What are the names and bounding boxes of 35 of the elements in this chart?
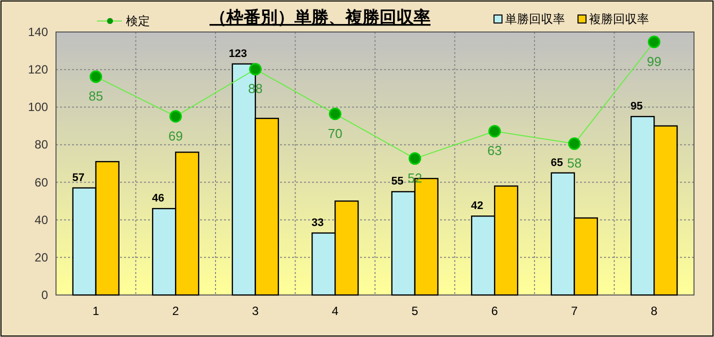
x-tick-label: 8 [650, 304, 658, 318]
data-label: 85 [88, 88, 104, 104]
y-tick-label: 40 [34, 212, 48, 227]
x-tick-label: 6 [491, 304, 498, 318]
data-label: 58 [567, 156, 582, 171]
x-tick-label: 7 [571, 304, 578, 318]
x-tick-label: 5 [412, 304, 419, 318]
x-tick-label: 4 [332, 304, 339, 318]
data-label: 65 [550, 156, 563, 169]
chart-title: （枠番別）単勝、複勝回収率 [210, 8, 430, 27]
y-tick-label: 120 [28, 62, 48, 77]
data-label: 70 [328, 126, 342, 141]
y-tick-label: 0 [41, 288, 48, 302]
data-label: 57 [72, 172, 84, 184]
data-label: 42 [471, 200, 484, 212]
x-tick-label: 2 [172, 304, 180, 318]
y-tick-label: 60 [34, 175, 48, 190]
data-label: 63 [487, 143, 502, 158]
data-label: 95 [630, 100, 643, 113]
data-label: 46 [152, 192, 164, 205]
legend-label: 複勝回収率 [589, 12, 649, 26]
data-label: 99 [646, 54, 662, 69]
data-label: 123 [228, 48, 248, 60]
data-label: 52 [408, 170, 422, 186]
data-label: 33 [312, 217, 324, 230]
x-tick-label: 1 [92, 304, 100, 318]
y-tick-label: 80 [34, 138, 48, 152]
legend-label: 検定 [126, 14, 150, 28]
y-tick-label: 100 [28, 100, 48, 114]
x-tick-label: 3 [252, 304, 260, 318]
legend-label: 単勝回収率 [505, 12, 565, 26]
y-tick-label: 20 [34, 250, 48, 264]
y-tick-label: 140 [28, 25, 48, 39]
data-label: 69 [168, 128, 183, 144]
data-label: 55 [391, 176, 404, 188]
